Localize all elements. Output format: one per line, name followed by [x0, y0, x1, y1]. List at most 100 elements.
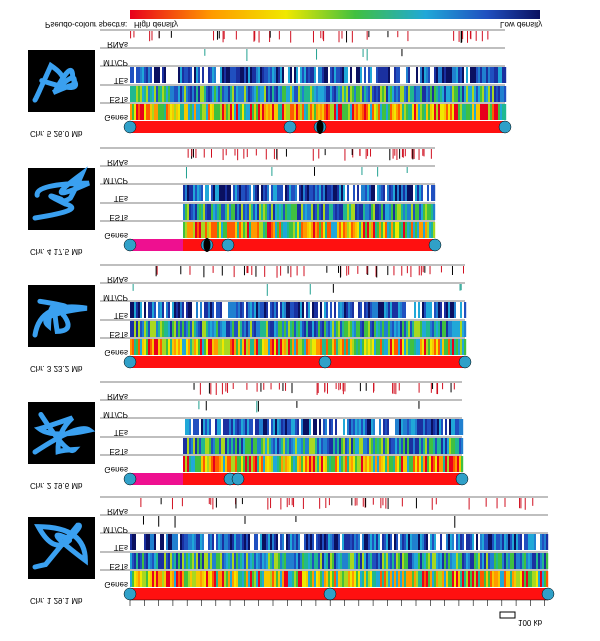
density-stripe — [482, 104, 485, 120]
density-stripe — [270, 553, 273, 569]
density-stripe — [427, 204, 430, 220]
density-stripe — [329, 456, 332, 472]
density-stripe — [243, 185, 246, 201]
density-stripe — [492, 104, 495, 120]
density-stripe — [236, 339, 239, 355]
density-stripe — [441, 456, 444, 472]
density-stripe — [346, 571, 349, 587]
track-label-group: Genes — [104, 580, 128, 589]
density-stripe — [238, 571, 241, 587]
density-stripe — [388, 534, 391, 550]
density-stripe — [257, 456, 260, 472]
density-stripe — [356, 302, 359, 318]
density-stripe — [304, 553, 307, 569]
density-stripe — [264, 553, 267, 569]
density-stripe — [130, 321, 133, 337]
density-stripe — [233, 185, 236, 201]
density-stripe — [352, 86, 355, 102]
density-stripe — [508, 571, 511, 587]
density-stripe — [393, 419, 396, 435]
track-label-group: ESTs — [109, 447, 128, 456]
density-stripe — [304, 339, 307, 355]
density-stripe — [431, 222, 434, 238]
density-stripe — [273, 419, 276, 435]
density-stripe — [233, 456, 236, 472]
density-stripe — [192, 86, 195, 102]
density-stripe — [279, 222, 282, 238]
density-stripe — [325, 204, 328, 220]
density-stripe — [130, 302, 133, 318]
density-stripe — [470, 534, 473, 550]
density-stripe — [174, 553, 177, 569]
density-stripe — [374, 339, 377, 355]
density-stripe — [396, 339, 399, 355]
density-stripe — [221, 222, 224, 238]
density-stripe — [229, 204, 232, 220]
density-stripe — [306, 302, 309, 318]
density-stripe — [230, 302, 233, 318]
density-stripe — [323, 222, 326, 238]
density-stripe — [162, 339, 165, 355]
density-stripe — [212, 534, 215, 550]
density-stripe — [422, 104, 425, 120]
density-stripe — [152, 321, 155, 337]
density-stripe — [522, 553, 525, 569]
density-stripe — [433, 185, 436, 201]
density-stripe — [330, 571, 333, 587]
density-stripe — [365, 438, 368, 454]
density-stripe — [305, 456, 308, 472]
density-stripe — [327, 419, 330, 435]
density-stripe — [434, 86, 437, 102]
density-stripe — [238, 534, 241, 550]
track-label: MT/CP — [103, 410, 128, 419]
density-stripe — [354, 571, 357, 587]
density-stripe — [352, 321, 355, 337]
density-stripe — [244, 86, 247, 102]
density-stripe — [440, 534, 443, 550]
density-stripe — [307, 456, 310, 472]
density-stripe — [212, 67, 215, 83]
density-stripe — [411, 185, 414, 201]
density-stripe — [443, 419, 446, 435]
density-stripe — [410, 339, 413, 355]
density-stripe — [412, 553, 415, 569]
density-stripe — [438, 67, 441, 83]
density-stripe — [331, 438, 334, 454]
density-stripe — [389, 222, 392, 238]
density-stripe — [310, 339, 313, 355]
density-stripe — [321, 419, 324, 435]
density-stripe — [276, 302, 279, 318]
density-stripe — [464, 104, 467, 120]
density-stripe — [196, 571, 199, 587]
density-stripe — [327, 185, 330, 201]
density-stripe — [468, 104, 471, 120]
density-stripe — [298, 553, 301, 569]
density-stripe — [174, 339, 177, 355]
density-stripe — [189, 204, 192, 220]
density-stripe — [138, 339, 141, 355]
density-stripe — [322, 104, 325, 120]
density-stripe — [241, 185, 244, 201]
density-stripe — [442, 553, 445, 569]
density-stripe — [359, 204, 362, 220]
density-stripe — [278, 86, 281, 102]
density-stripe — [429, 438, 432, 454]
density-stripe — [478, 534, 481, 550]
density-stripe — [273, 456, 276, 472]
density-stripe — [208, 67, 211, 83]
density-stripe — [355, 222, 358, 238]
density-stripe — [295, 185, 298, 201]
density-stripe — [492, 534, 495, 550]
density-stripe — [160, 339, 163, 355]
density-stripe — [370, 339, 373, 355]
density-stripe — [284, 67, 287, 83]
density-stripe — [274, 67, 277, 83]
density-stripe — [154, 86, 157, 102]
density-stripe — [162, 86, 165, 102]
density-stripe — [215, 456, 218, 472]
density-stripe — [466, 67, 469, 83]
density-stripe — [174, 571, 177, 587]
density-stripe — [180, 534, 183, 550]
density-stripe — [184, 321, 187, 337]
density-stripe — [448, 339, 451, 355]
